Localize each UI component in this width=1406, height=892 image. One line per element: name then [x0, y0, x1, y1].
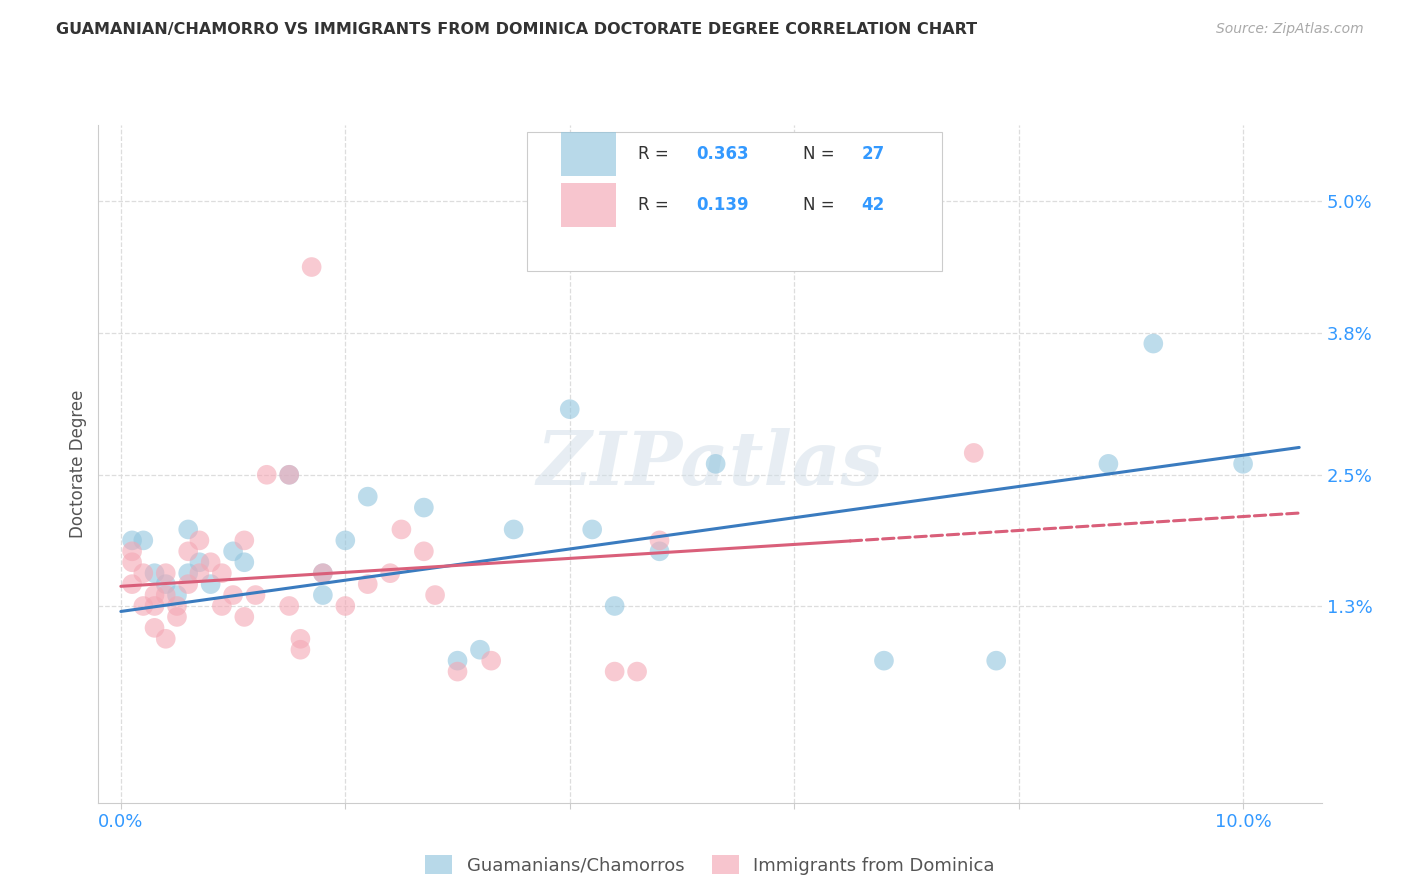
Point [188, 555, 211, 569]
Point [312, 588, 335, 602]
Point [603, 599, 626, 613]
Legend: Guamanians/Chamorros, Immigrants from Dominica: Guamanians/Chamorros, Immigrants from Do… [418, 848, 1002, 882]
Point [704, 457, 727, 471]
Text: R =: R = [638, 145, 673, 162]
Point [188, 533, 211, 548]
Text: Source: ZipAtlas.com: Source: ZipAtlas.com [1216, 22, 1364, 37]
Point [357, 490, 380, 504]
Point [188, 566, 211, 581]
Point [502, 523, 524, 537]
Point [155, 632, 177, 646]
Point [423, 588, 446, 602]
Point [166, 599, 188, 613]
Point [256, 467, 278, 482]
Point [446, 665, 468, 679]
Point [177, 577, 200, 591]
Point [143, 566, 166, 581]
Point [166, 588, 188, 602]
Point [963, 446, 986, 460]
Point [222, 588, 245, 602]
Point [290, 642, 312, 657]
Point [233, 555, 256, 569]
Point [446, 654, 468, 668]
Point [581, 523, 603, 537]
Point [335, 533, 357, 548]
Point [873, 654, 896, 668]
Text: N =: N = [803, 195, 839, 213]
Point [380, 566, 402, 581]
Point [468, 642, 491, 657]
Point [1142, 336, 1164, 351]
Point [121, 544, 143, 558]
Point [166, 610, 188, 624]
Text: 42: 42 [862, 195, 884, 213]
Point [200, 577, 222, 591]
Text: N =: N = [803, 145, 839, 162]
Point [132, 599, 155, 613]
Point [648, 544, 671, 558]
Point [211, 599, 233, 613]
Point [806, 227, 828, 242]
Point [121, 555, 143, 569]
Point [391, 523, 413, 537]
Point [155, 588, 177, 602]
Text: 0.139: 0.139 [696, 195, 749, 213]
Point [301, 260, 323, 274]
Point [412, 544, 434, 558]
Point [155, 577, 177, 591]
Point [648, 533, 671, 548]
Point [479, 654, 502, 668]
Point [412, 500, 434, 515]
Point [132, 566, 155, 581]
Point [222, 544, 245, 558]
FancyBboxPatch shape [526, 132, 942, 270]
Point [143, 621, 166, 635]
Point [245, 588, 267, 602]
Point [278, 599, 301, 613]
Point [121, 533, 143, 548]
Point [558, 402, 581, 417]
Text: 0.363: 0.363 [696, 145, 749, 162]
Text: 27: 27 [862, 145, 884, 162]
Point [177, 523, 200, 537]
Point [200, 555, 222, 569]
Point [1232, 457, 1254, 471]
FancyBboxPatch shape [561, 183, 616, 227]
Point [357, 577, 380, 591]
Point [233, 533, 256, 548]
Text: R =: R = [638, 195, 673, 213]
Point [986, 654, 1008, 668]
Point [155, 566, 177, 581]
Text: GUAMANIAN/CHAMORRO VS IMMIGRANTS FROM DOMINICA DOCTORATE DEGREE CORRELATION CHAR: GUAMANIAN/CHAMORRO VS IMMIGRANTS FROM DO… [56, 22, 977, 37]
Point [143, 599, 166, 613]
Point [211, 566, 233, 581]
Point [335, 599, 357, 613]
Point [278, 467, 301, 482]
Point [233, 610, 256, 624]
Point [626, 665, 648, 679]
Point [312, 566, 335, 581]
Point [132, 533, 155, 548]
Point [177, 566, 200, 581]
Point [143, 588, 166, 602]
Text: ZIPatlas: ZIPatlas [537, 427, 883, 500]
FancyBboxPatch shape [561, 132, 616, 176]
Point [1097, 457, 1119, 471]
Point [290, 632, 312, 646]
Point [278, 467, 301, 482]
Y-axis label: Doctorate Degree: Doctorate Degree [69, 390, 87, 538]
Point [312, 566, 335, 581]
Point [603, 665, 626, 679]
Point [121, 577, 143, 591]
Point [177, 544, 200, 558]
